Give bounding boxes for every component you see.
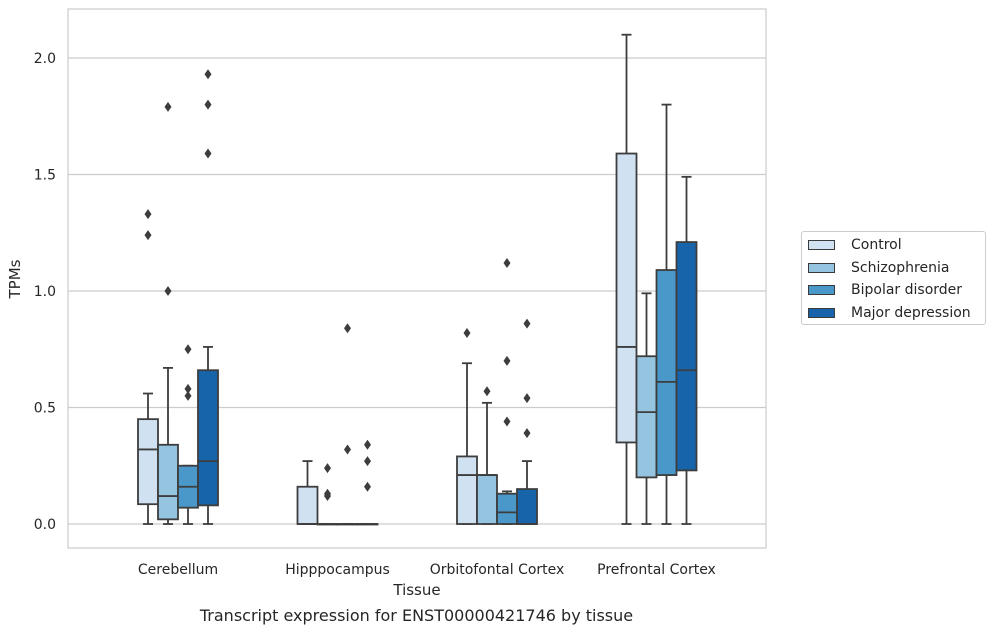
chart-caption: Transcript expression for ENST0000042174… [199,606,634,625]
legend-item: Bipolar disorder [808,279,962,301]
box-iqr [496,492,518,525]
box-iqr [635,355,658,479]
legend-label: Control [851,237,902,253]
x-tick-label: Prefrontal Cortex [597,562,716,578]
box-iqr [476,474,498,525]
box-iqr [296,485,319,525]
box-iqr [456,455,478,525]
y-axis-ticks: 0.0 0.5 1.0 1.5 2.0 [34,51,56,533]
legend-item: Control [808,234,902,256]
x-axis-label: Tissue [392,581,440,599]
y-axis-label: TPMs [6,259,24,299]
outlier-point [463,327,471,338]
box-iqr [516,488,538,525]
legend-label: Bipolar disorder [851,282,963,298]
legend-swatch [808,262,835,273]
legend-item: Schizophrenia [808,257,949,279]
box-bipolar-disorder [496,258,518,525]
legend-item: Major depression [808,302,971,324]
outlier-point [204,69,212,80]
outlier-point [364,481,371,492]
outlier-point [324,488,331,499]
box-major-depression [197,69,219,525]
y-tick-label: 0.0 [34,517,56,533]
y-tick-label: 2.0 [34,51,56,67]
y-tick-label: 0.5 [34,401,56,417]
outlier-point [324,463,331,474]
y-tick-label: 1.0 [34,284,56,300]
box-major-depression [516,318,538,525]
box-control [615,33,638,525]
outlier-point [523,318,531,329]
box-schizophrenia [635,292,658,525]
box-schizophrenia [157,101,179,525]
outlier-point [204,148,212,159]
x-tick-label: Cerebellum [138,562,218,578]
outlier-point [164,286,172,296]
box-iqr [655,269,678,476]
x-tick-label: Orbitofontal Cortex [430,562,565,578]
outlier-point [204,99,212,110]
outlier-point [144,209,152,220]
outlier-point [503,258,511,269]
box-schizophrenia [316,463,339,526]
outlier-point [184,390,192,401]
y-tick-label: 1.5 [34,168,56,184]
outlier-point [503,416,511,427]
box-iqr [197,369,219,507]
box-major-depression [675,175,698,525]
outlier-point [344,444,351,455]
box-iqr [615,152,638,444]
outlier-point [184,344,192,355]
legend: Control Schizophrenia Bipolar disorder Majo… [801,231,986,325]
outlier-point [523,428,531,439]
outlier-point [364,456,371,467]
legend-label: Schizophrenia [851,259,950,276]
box-iqr [675,241,698,472]
plot-frame [67,8,767,549]
box-iqr [137,418,159,506]
outlier-point [164,101,172,112]
outlier-point [184,383,192,394]
box-control [456,327,478,525]
outlier-point [483,386,491,397]
box-major-depression [356,439,379,526]
box-bipolar-disorder [177,344,199,525]
x-tick-label: Hipppocampus [285,562,390,578]
outlier-point [364,439,371,450]
legend-swatch [808,240,835,250]
legend-label: Major depression [851,304,971,321]
x-axis-ticks: Cerebellum Hipppocampus Orbitofontal Corte… [138,562,716,578]
outlier-point [503,355,511,366]
box-control [137,209,159,525]
box-iqr [157,443,179,521]
legend-swatch [808,285,835,295]
box-bipolar-disorder [655,103,678,525]
boxes [137,33,698,526]
outlier-point [144,230,152,241]
box-control [296,460,319,525]
outlier-point [344,323,351,334]
box-schizophrenia [476,386,498,525]
legend-swatch [808,307,835,318]
outlier-point [523,393,531,404]
box-bipolar-disorder [336,323,359,526]
